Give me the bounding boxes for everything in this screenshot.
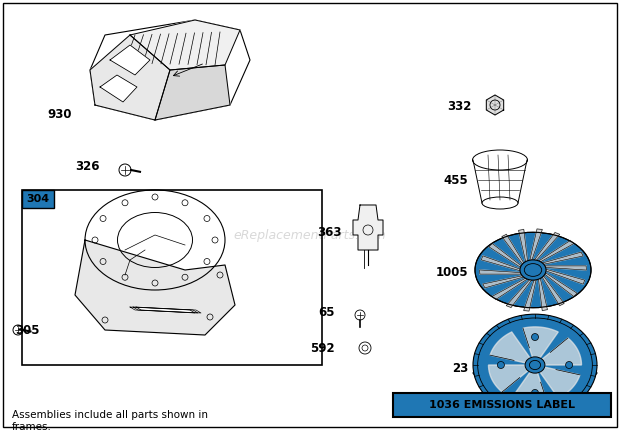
- Polygon shape: [486, 95, 503, 115]
- Polygon shape: [544, 266, 587, 270]
- Polygon shape: [100, 75, 137, 102]
- Polygon shape: [90, 35, 170, 120]
- Polygon shape: [539, 240, 574, 262]
- Ellipse shape: [525, 357, 545, 373]
- Ellipse shape: [525, 264, 542, 276]
- Polygon shape: [75, 240, 235, 335]
- Polygon shape: [544, 273, 577, 297]
- Polygon shape: [90, 20, 250, 120]
- Polygon shape: [481, 256, 520, 271]
- Text: 592: 592: [311, 341, 335, 354]
- Polygon shape: [518, 230, 528, 262]
- Polygon shape: [529, 229, 542, 261]
- Polygon shape: [136, 307, 201, 313]
- Text: 23: 23: [452, 362, 468, 375]
- Text: 305: 305: [15, 323, 40, 337]
- Polygon shape: [539, 278, 547, 310]
- Text: 304: 304: [27, 194, 50, 204]
- Text: 1036 EMISSIONS LABEL: 1036 EMISSIONS LABEL: [429, 400, 575, 410]
- Polygon shape: [524, 280, 536, 311]
- Ellipse shape: [475, 232, 591, 308]
- Text: eReplacementParts.com: eReplacementParts.com: [234, 228, 386, 242]
- Polygon shape: [502, 234, 524, 264]
- Text: 455: 455: [443, 173, 468, 187]
- Polygon shape: [535, 365, 580, 398]
- Polygon shape: [155, 65, 230, 120]
- Polygon shape: [133, 307, 198, 313]
- Circle shape: [565, 362, 573, 369]
- Ellipse shape: [529, 360, 541, 369]
- Polygon shape: [353, 205, 383, 250]
- Polygon shape: [546, 269, 585, 284]
- Polygon shape: [489, 365, 535, 392]
- Text: 363: 363: [317, 225, 342, 239]
- Bar: [393, 393, 611, 417]
- Circle shape: [497, 362, 505, 369]
- Polygon shape: [542, 252, 583, 264]
- Bar: [22, 190, 54, 208]
- Text: 326: 326: [76, 160, 100, 173]
- Polygon shape: [483, 276, 524, 288]
- Text: 930: 930: [48, 108, 72, 122]
- Text: 65: 65: [319, 307, 335, 319]
- Polygon shape: [507, 280, 532, 307]
- Polygon shape: [490, 332, 535, 365]
- Polygon shape: [512, 365, 547, 403]
- Text: 1005: 1005: [435, 265, 468, 279]
- Polygon shape: [130, 20, 240, 70]
- Polygon shape: [542, 276, 564, 306]
- Bar: [22, 190, 322, 365]
- Polygon shape: [492, 278, 528, 299]
- Text: 332: 332: [448, 101, 472, 114]
- Circle shape: [531, 390, 539, 396]
- Polygon shape: [534, 233, 560, 261]
- Ellipse shape: [520, 260, 546, 280]
- Ellipse shape: [473, 314, 597, 416]
- Circle shape: [531, 334, 539, 341]
- Text: Assemblies include all parts shown in
frames.: Assemblies include all parts shown in fr…: [12, 410, 208, 430]
- Ellipse shape: [473, 366, 597, 381]
- Polygon shape: [110, 45, 150, 75]
- Polygon shape: [489, 243, 521, 267]
- Polygon shape: [130, 307, 195, 313]
- Polygon shape: [523, 327, 558, 365]
- Polygon shape: [480, 270, 521, 274]
- Polygon shape: [535, 338, 582, 365]
